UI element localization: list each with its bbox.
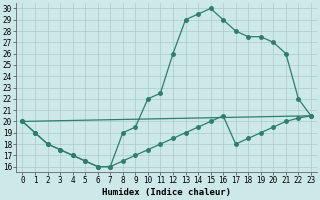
X-axis label: Humidex (Indice chaleur): Humidex (Indice chaleur) [102,188,231,197]
